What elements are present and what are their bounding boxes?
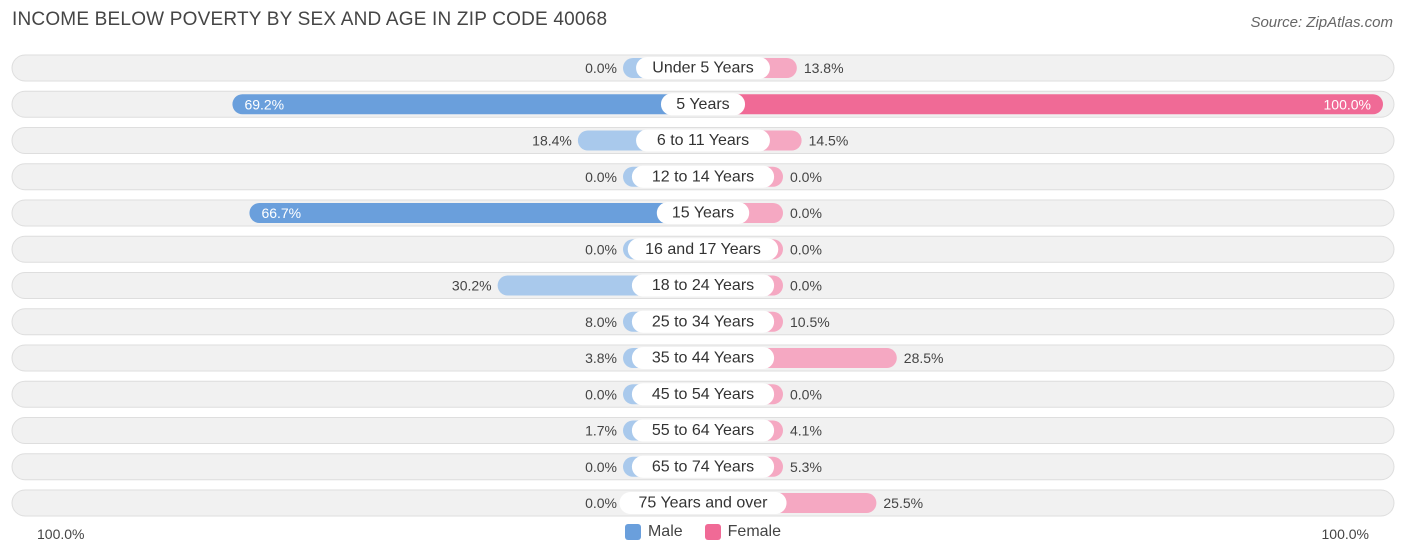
male-value-label: 66.7% — [261, 205, 301, 221]
female-value-label: 14.5% — [809, 133, 849, 149]
male-value-label: 0.0% — [585, 241, 617, 257]
chart-title: INCOME BELOW POVERTY BY SEX AND AGE IN Z… — [12, 9, 608, 30]
axis-left-label: 100.0% — [37, 526, 85, 542]
category-pill — [627, 238, 779, 261]
legend-item-male[interactable]: Male — [624, 523, 683, 541]
chart-row[interactable]: 15 Years 66.7% 0.0% — [11, 199, 1395, 227]
axis-right-label: 100.0% — [1321, 526, 1369, 542]
source-label: Source: ZipAtlas.com — [1250, 14, 1393, 31]
legend-swatch-female — [704, 524, 721, 540]
category-label: 45 to 54 Years — [652, 386, 754, 403]
category-pill — [636, 57, 770, 79]
female-value-label: 10.5% — [790, 314, 830, 330]
male-value-label: 3.8% — [585, 350, 617, 366]
category-pill — [631, 165, 775, 188]
category-label: Under 5 Years — [652, 60, 753, 77]
female-value-label: 25.5% — [883, 495, 923, 511]
female-value-label: 5.3% — [790, 459, 822, 475]
female-value-label: 28.5% — [904, 350, 944, 366]
category-label: 12 to 14 Years — [652, 168, 754, 185]
male-value-label: 0.0% — [585, 459, 617, 475]
chart-canvas: Under 5 Years 0.0% 13.8% 5 Years 69.2% 100.0%… — [11, 54, 1395, 517]
female-value-label: 0.0% — [790, 278, 822, 294]
category-label: 6 to 11 Years — [657, 132, 749, 149]
male-value-label: 0.0% — [585, 169, 617, 185]
chart-row[interactable]: 6 to 11 Years 18.4% 14.5% — [11, 127, 1395, 154]
category-label: 16 and 17 Years — [645, 241, 761, 258]
chart-row[interactable]: 35 to 44 Years 3.8% 28.5% — [11, 344, 1395, 372]
chart-row[interactable]: 16 and 17 Years 0.0% 0.0% — [11, 235, 1395, 263]
male-value-label: 0.0% — [585, 495, 617, 511]
legend-item-female[interactable]: Female — [704, 523, 782, 541]
chart-row[interactable]: 75 Years and over 0.0% 25.5% — [11, 489, 1395, 517]
category-pill — [619, 492, 787, 514]
female-value-label: 0.0% — [790, 386, 822, 402]
male-value-label: 69.2% — [244, 96, 284, 112]
female-value-label: 0.0% — [790, 205, 822, 221]
category-pill — [631, 274, 775, 297]
chart-row[interactable]: 25 to 34 Years 8.0% 10.5% — [11, 308, 1395, 336]
female-value-label: 4.1% — [790, 423, 822, 439]
category-label: 5 Years — [676, 96, 729, 113]
category-pill — [656, 202, 750, 224]
female-value-label: 100.0% — [1324, 96, 1371, 112]
chart-row[interactable]: 45 to 54 Years 0.0% 0.0% — [11, 380, 1395, 408]
legend: Male Female — [0, 523, 1406, 541]
category-pill — [631, 383, 775, 406]
male-value-label: 8.0% — [585, 314, 617, 330]
male-bar — [232, 94, 703, 115]
chart-row[interactable]: 18 to 24 Years 30.2% 0.0% — [11, 272, 1395, 299]
female-value-label: 13.8% — [804, 60, 844, 76]
category-label: 18 to 24 Years — [652, 277, 754, 294]
legend-swatch-male — [624, 524, 641, 540]
female-value-label: 0.0% — [790, 169, 822, 185]
female-value-label: 0.0% — [790, 241, 822, 257]
male-value-label: 1.7% — [585, 423, 617, 439]
category-pill — [636, 129, 770, 152]
chart-row[interactable]: 55 to 64 Years 1.7% 4.1% — [11, 417, 1395, 444]
chart-row[interactable]: 5 Years 69.2% 100.0% — [11, 90, 1395, 118]
legend-label-female: Female — [727, 523, 782, 540]
category-pill — [631, 310, 775, 333]
category-pill — [631, 347, 775, 369]
male-value-label: 0.0% — [585, 386, 617, 402]
male-value-label: 30.2% — [452, 278, 492, 294]
legend-label-male: Male — [647, 523, 683, 540]
category-pill — [660, 93, 746, 116]
category-label: 35 to 44 Years — [652, 350, 754, 367]
chart-row[interactable]: 65 to 74 Years 0.0% 5.3% — [11, 453, 1395, 481]
category-label: 65 to 74 Years — [652, 458, 754, 475]
male-value-label: 0.0% — [585, 60, 617, 76]
male-value-label: 18.4% — [532, 133, 572, 149]
male-bar — [249, 203, 703, 223]
category-label: 75 Years and over — [639, 495, 769, 512]
chart-row[interactable]: 12 to 14 Years 0.0% 0.0% — [11, 163, 1395, 191]
chart-row[interactable]: Under 5 Years 0.0% 13.8% — [11, 54, 1395, 82]
category-label: 55 to 64 Years — [652, 422, 754, 439]
category-label: 25 to 34 Years — [652, 313, 754, 330]
category-pill — [631, 419, 775, 442]
category-pill — [631, 455, 775, 478]
female-bar — [703, 94, 1383, 115]
category-label: 15 Years — [672, 205, 734, 222]
